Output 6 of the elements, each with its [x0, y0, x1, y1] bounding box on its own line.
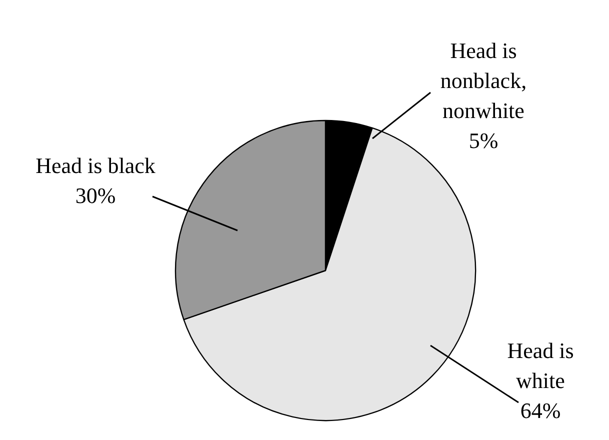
- data-label: 30%: [75, 183, 116, 208]
- data-label: 64%: [520, 398, 561, 423]
- slice-label: Head is black: [36, 153, 156, 178]
- slice-label: Head is nonblack, nonwhite: [440, 38, 527, 123]
- data-label: 5%: [468, 128, 498, 153]
- slice-label: Head is white: [507, 338, 574, 393]
